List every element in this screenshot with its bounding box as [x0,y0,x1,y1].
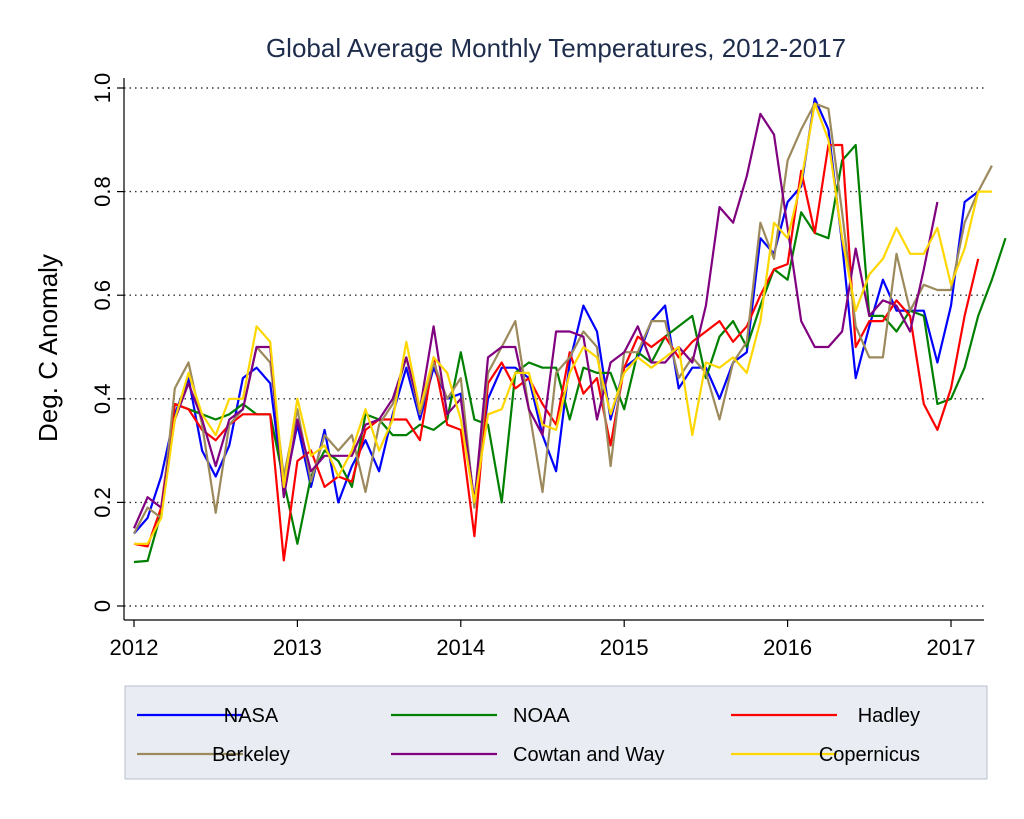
y-tick-label: 0 [90,600,115,612]
y-axis-title: Deg. C Anomaly [33,254,63,442]
legend-label: Cowtan and Way [513,744,665,766]
series-line-5 [134,102,992,545]
series-lines [132,97,1007,564]
x-tick-label: 2016 [763,635,812,660]
legend-box [124,685,988,780]
x-tick-label: 2013 [273,635,322,660]
legend: NASA NOAA Hadley Berkeley Cowtan and Way Cope… [124,685,988,780]
y-tick-label: 0.6 [90,280,115,311]
x-tick-label: 2017 [927,635,976,660]
y-tick-label: 0.4 [90,384,115,415]
y-tick-label: 0.8 [90,176,115,207]
legend-label: Copernicus [819,744,920,766]
legend-label: NASA [224,705,279,727]
chart-title: Global Average Monthly Temperatures, 201… [266,33,846,63]
x-tick-label: 2015 [600,635,649,660]
y-tick-label: 1.0 [90,73,115,104]
x-tick-label: 2014 [436,635,485,660]
y-tick-label: 0.2 [90,487,115,518]
series-line-4 [132,112,939,529]
legend-label: Berkeley [212,744,290,766]
x-axis-ticks: 2012 2013 2014 2015 2016 2017 [110,620,976,660]
grid [124,87,984,607]
x-tick-label: 2012 [110,635,159,660]
legend-label: Hadley [858,705,920,727]
axes [123,78,984,621]
legend-label: NOAA [513,705,570,727]
y-axis-ticks: 0 0.2 0.4 0.6 0.8 1.0 [90,73,124,612]
series-line-2 [133,143,980,562]
